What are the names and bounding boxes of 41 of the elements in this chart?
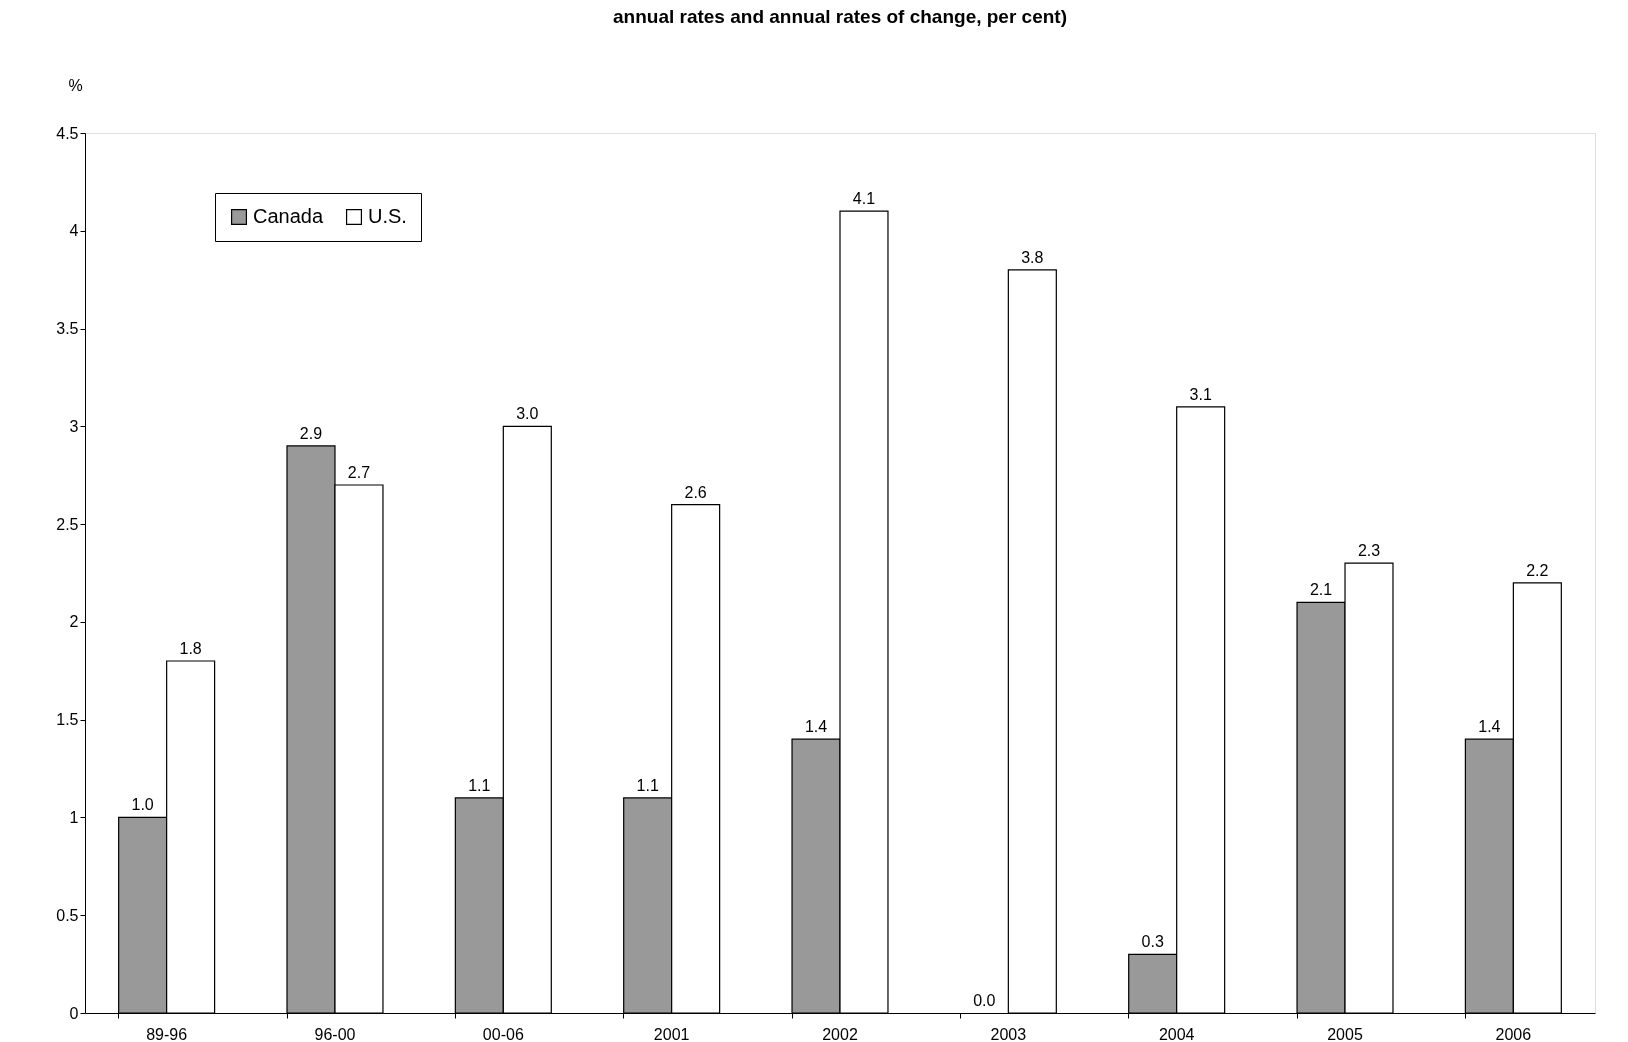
y-tick-label: 1 <box>69 808 79 826</box>
y-tick-label: 3.5 <box>56 320 79 338</box>
x-tick-label: 2006 <box>1495 1025 1532 1042</box>
text: 2.7 <box>347 464 371 481</box>
y-tick-label: 0.5 <box>56 906 79 924</box>
text: 2.1 <box>1309 581 1333 599</box>
text: 1.1 <box>636 776 659 794</box>
text: 4.1 <box>852 190 876 208</box>
text: 3.8 <box>1021 248 1044 266</box>
x-tick-label: 96-00 <box>314 1025 356 1042</box>
text: 0.0 <box>973 992 996 1009</box>
text: 2.9 <box>299 424 323 442</box>
legend-label: Canada <box>253 205 324 227</box>
y-tick-label: 2 <box>69 613 79 631</box>
text: 3.0 <box>516 405 539 423</box>
chart-title: annual rates and annual rates of change, per cent) <box>612 6 1068 27</box>
text: 1.1 <box>468 776 491 794</box>
text: 1.4 <box>804 718 828 736</box>
y-tick-label: 4.5 <box>56 124 79 142</box>
text: 1.4 <box>1478 718 1501 736</box>
text: 1.0 <box>131 796 154 814</box>
text: 2.6 <box>684 483 707 501</box>
y-axis-title: % <box>68 76 83 94</box>
y-tick-label: 2.5 <box>56 515 79 533</box>
x-tick-label: 2003 <box>990 1025 1027 1042</box>
text: 0.3 <box>1141 933 1164 951</box>
text: 3.1 <box>1189 385 1212 403</box>
legend-label: U.S. <box>368 205 407 227</box>
y-tick-label: 0 <box>69 1004 79 1022</box>
text: 2.2 <box>1526 561 1549 579</box>
text: 1.8 <box>179 640 202 657</box>
x-tick-label: 2004 <box>1158 1025 1195 1042</box>
x-tick-label: 2001 <box>653 1025 690 1042</box>
x-tick-label: 00-06 <box>482 1025 524 1042</box>
y-tick-label: 1.5 <box>56 711 79 729</box>
x-tick-label: 2005 <box>1327 1025 1363 1042</box>
text: 2.3 <box>1357 542 1381 560</box>
y-tick-label: 4 <box>69 222 79 240</box>
y-tick-label: 3 <box>69 417 79 435</box>
x-tick-label: 2002 <box>822 1025 858 1042</box>
x-tick-label: 89-96 <box>146 1025 188 1042</box>
